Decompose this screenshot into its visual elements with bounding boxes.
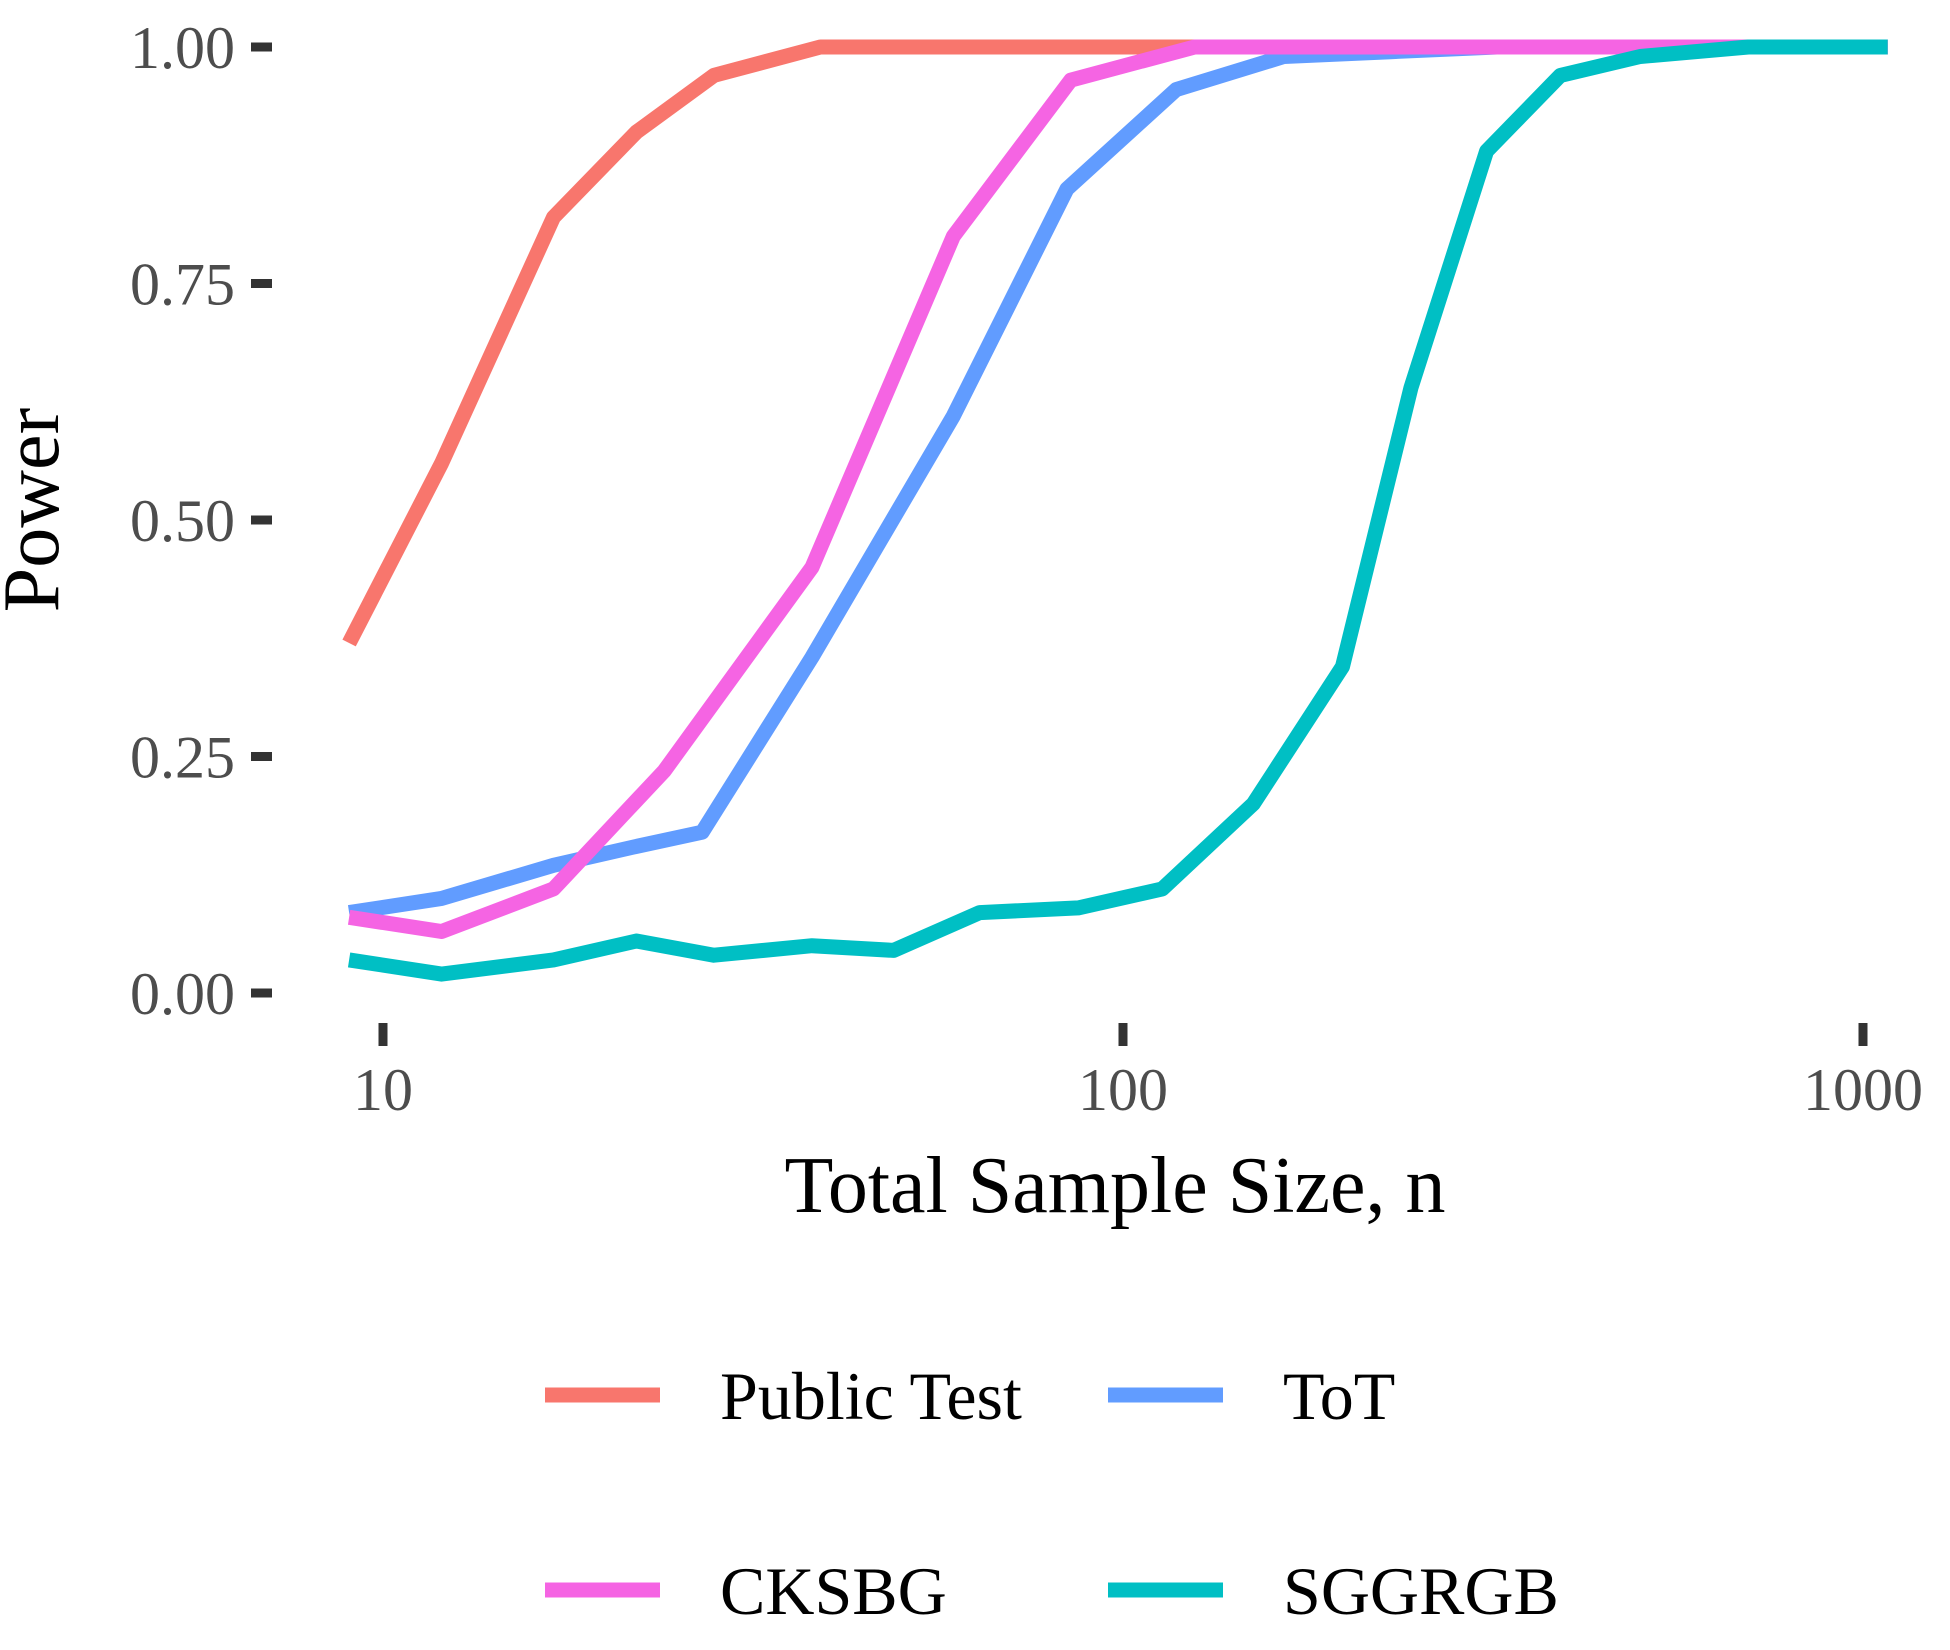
y-tick-label: 0.00 [130,961,235,1027]
x-tick-label: 100 [1078,1057,1168,1123]
x-tick-label: 1000 [1803,1057,1923,1123]
legend-item-sggrgb: SGGRGB [1108,1553,1559,1629]
legend-item-cksbg: CKSBG [545,1553,947,1629]
y-tick-label: 0.75 [130,252,235,318]
series-line-cksbg [347,39,1888,939]
legend-item-public-test: Public Test [545,1358,1022,1434]
y-tick-label: 0.50 [130,488,235,554]
legend-label: Public Test [720,1358,1022,1434]
y-axis: 0.00 0.25 0.50 0.75 1.00 [130,15,272,1027]
series-line-tot [347,39,1888,921]
legend-label: CKSBG [720,1553,947,1629]
y-tick-label: 0.25 [130,725,235,791]
x-axis: 10 100 1000 [353,1023,1923,1123]
y-axis-title: Power [0,408,76,612]
x-axis-title: Total Sample Size, n [785,1142,1446,1230]
plot-lines [342,39,1888,982]
series-line-sggrgb [347,39,1888,982]
x-tick-label: 10 [353,1057,413,1123]
legend-label: ToT [1283,1358,1395,1434]
y-tick-label: 1.00 [130,15,235,81]
legend-item-tot: ToT [1108,1358,1395,1434]
legend-label: SGGRGB [1283,1553,1559,1629]
legend: Public Test ToT CKSBG SGGRGB [545,1358,1559,1629]
